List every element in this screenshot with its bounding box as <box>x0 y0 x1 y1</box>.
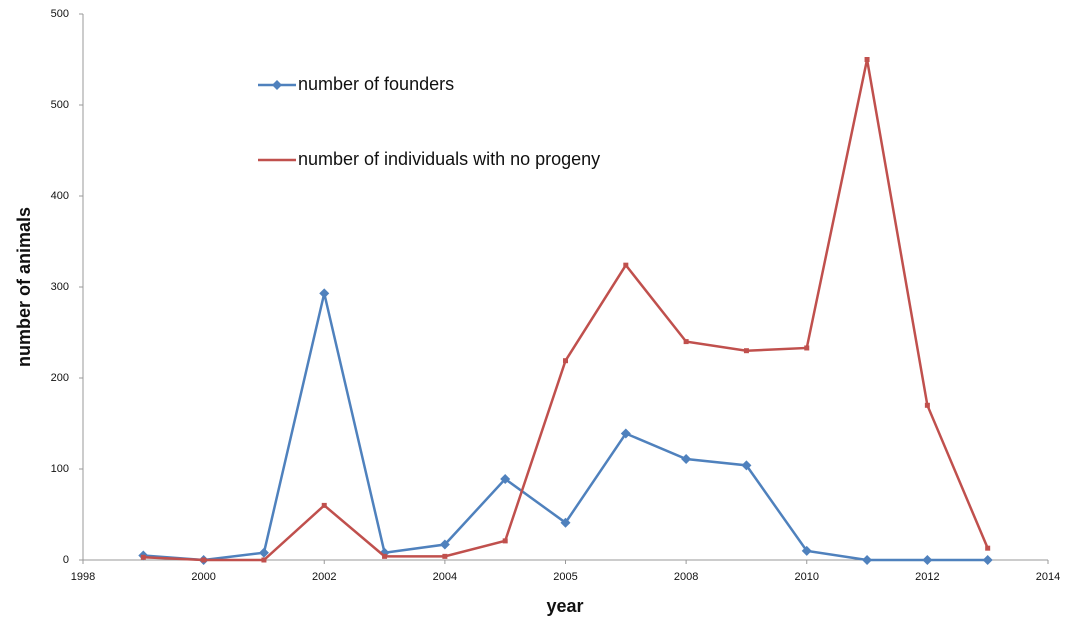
point <box>140 554 146 560</box>
y-tick-label: 500 <box>51 8 69 20</box>
point <box>201 557 207 563</box>
point <box>864 57 870 62</box>
y-axis-title: number of animals <box>14 207 34 367</box>
point <box>560 517 571 528</box>
y-tick-label: 300 <box>51 281 69 293</box>
x-tick-label: 2014 <box>1036 571 1060 583</box>
legend-label: number of individuals with no progeny <box>298 149 600 169</box>
x-tick-label: 2002 <box>312 571 336 583</box>
series-line <box>143 59 989 562</box>
point <box>439 539 450 550</box>
point <box>741 460 752 471</box>
y-tick-label: 500 <box>51 99 69 111</box>
x-tick-label: 2010 <box>795 571 819 583</box>
point <box>743 348 749 354</box>
point <box>801 545 812 556</box>
y-tick-label: 200 <box>51 372 69 384</box>
x-tick-label: 2004 <box>433 571 457 583</box>
point <box>382 553 388 559</box>
point <box>985 545 991 551</box>
point <box>500 474 511 485</box>
legend-marker <box>272 80 282 90</box>
x-axis-title: year <box>546 596 583 616</box>
x-tick-label: 2000 <box>191 571 215 583</box>
legend-label: number of founders <box>298 74 454 94</box>
x-tick-label: 1998 <box>71 571 95 583</box>
x-tick-label: 2008 <box>674 571 698 583</box>
y-tick-label: 100 <box>51 463 69 475</box>
y-tick-label: 400 <box>51 190 69 202</box>
x-tick-label: 2012 <box>915 571 939 583</box>
point <box>924 402 930 408</box>
point <box>804 345 810 351</box>
x-tick-label: 2005 <box>553 571 577 583</box>
y-tick-label: 0 <box>63 554 69 566</box>
point <box>563 358 568 364</box>
point <box>683 339 689 345</box>
point <box>681 453 692 464</box>
point <box>319 288 330 299</box>
point <box>982 555 993 565</box>
point <box>261 557 267 563</box>
point <box>321 502 327 508</box>
point <box>502 538 508 544</box>
point <box>442 553 448 559</box>
point <box>862 555 873 565</box>
point <box>620 428 631 439</box>
point <box>623 262 629 268</box>
point <box>258 547 269 558</box>
point <box>922 555 933 565</box>
